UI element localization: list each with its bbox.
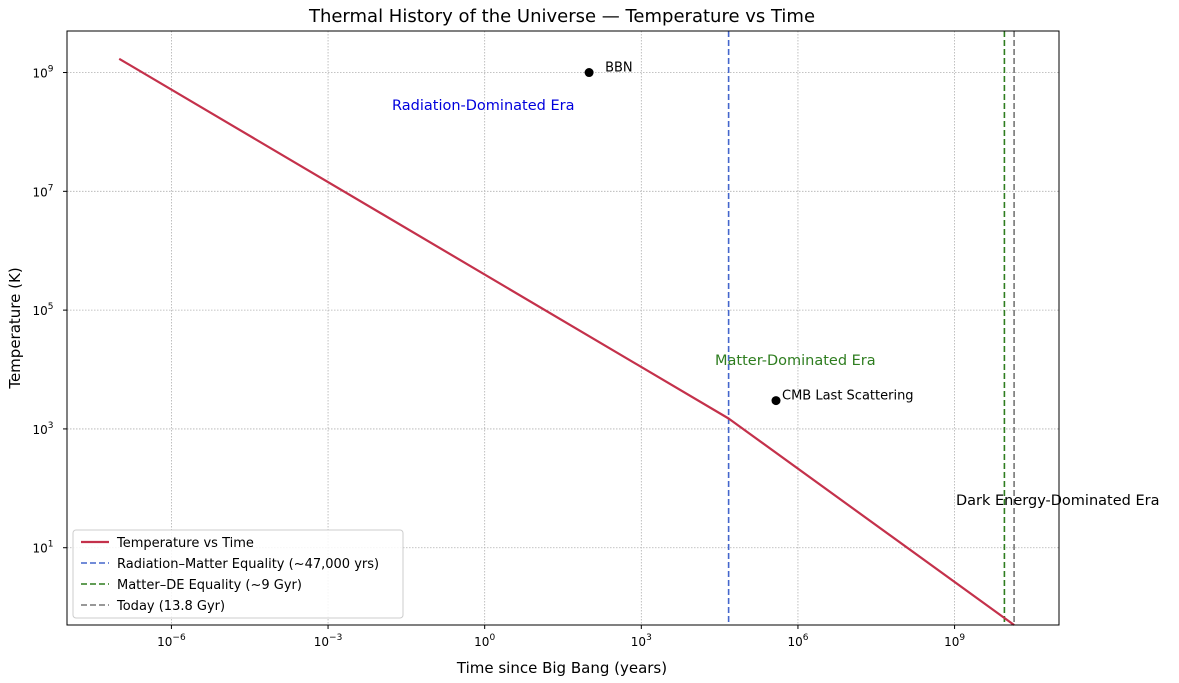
annotation-text: BBN CMB Last Scattering Radiation-Dominate… — [392, 61, 1159, 509]
y-tick-label: 105 — [32, 302, 53, 318]
point-label: CMB Last Scattering — [782, 389, 914, 404]
x-tick-label: 103 — [631, 633, 652, 649]
era-label: Dark Energy-Dominated Era — [956, 493, 1159, 509]
data-point — [584, 68, 594, 78]
y-tick-label: 101 — [32, 540, 53, 556]
legend: Temperature vs Time Radiation–Matter Equa… — [72, 529, 404, 619]
x-tick-label: 100 — [474, 633, 495, 649]
y-axis-label: Temperature (K) — [6, 267, 24, 389]
y-tick-label: 103 — [32, 421, 53, 437]
data-point — [771, 396, 781, 406]
point-label: BBN — [605, 61, 633, 76]
grid — [67, 31, 1059, 625]
y-axis-ticks: 101 103 105 107 109 — [32, 65, 67, 556]
annotation-points — [584, 68, 781, 406]
legend-entry-label: Temperature vs Time — [116, 536, 254, 551]
x-tick-label: 10−6 — [157, 633, 186, 649]
vertical-lines — [727, 31, 1015, 625]
series — [118, 57, 1015, 626]
legend-entry-label: Radiation–Matter Equality (~47,000 yrs) — [117, 557, 379, 572]
x-tick-label: 109 — [944, 633, 965, 649]
era-label: Radiation-Dominated Era — [392, 98, 574, 114]
x-tick-label: 106 — [787, 633, 808, 649]
x-tick-label: 10−3 — [314, 633, 343, 649]
y-tick-label: 109 — [32, 65, 53, 81]
chart-title: Thermal History of the Universe — Temper… — [308, 6, 815, 27]
series-line — [118, 57, 1015, 626]
x-axis-ticks: 10−6 10−3 100 103 106 109 — [157, 625, 965, 649]
legend-box — [72, 529, 404, 619]
legend-entry-label: Today (13.8 Gyr) — [116, 599, 225, 614]
era-label: Matter-Dominated Era — [715, 353, 876, 369]
y-tick-label: 107 — [32, 183, 53, 199]
x-axis-label: Time since Big Bang (years) — [456, 659, 667, 677]
legend-entry-label: Matter–DE Equality (~9 Gyr) — [117, 578, 302, 593]
plot-frame — [66, 30, 1060, 626]
